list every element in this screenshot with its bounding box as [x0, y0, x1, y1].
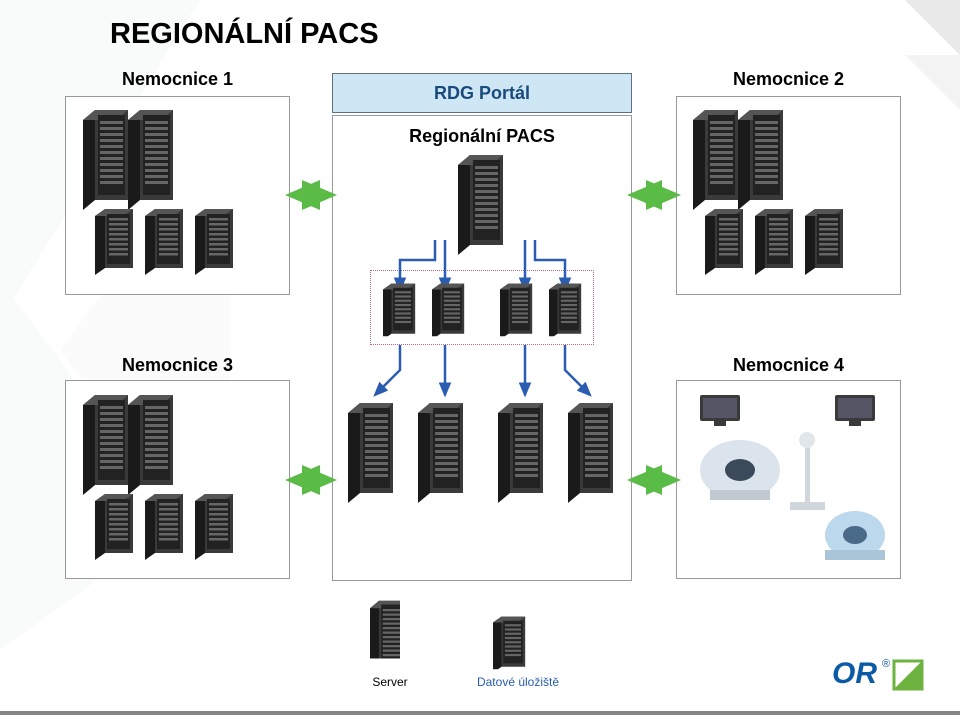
legend-server-icon — [370, 597, 400, 659]
storage-rack-icon — [805, 206, 847, 281]
server-rack-icon — [128, 390, 178, 500]
server-rack-icon — [568, 398, 618, 508]
corner-decoration-2 — [905, 55, 960, 110]
hospital-2-label: Nemocnice 2 — [676, 69, 901, 90]
storage-rack-icon — [755, 206, 797, 281]
server-rack-icon — [498, 398, 548, 508]
storage-rack-icon — [195, 491, 237, 566]
server-rack-icon — [83, 390, 133, 500]
storage-rack-icon — [549, 281, 581, 336]
hospital-4-label: Nemocnice 4 — [676, 355, 901, 376]
medical-equipment-icon — [690, 390, 890, 570]
server-rack-icon — [83, 105, 133, 215]
rdg-portal-label: RDG Portál — [434, 83, 530, 104]
server-rack-icon — [458, 150, 508, 260]
storage-rack-icon — [95, 491, 137, 566]
logo-or: OR ® — [832, 655, 924, 695]
storage-rack-icon — [705, 206, 747, 281]
legend-storage-icon — [493, 614, 525, 669]
regional-pacs-label: Regionální PACS — [332, 126, 632, 147]
storage-rack-icon — [432, 281, 464, 336]
hospital-1-label: Nemocnice 1 — [65, 69, 290, 90]
legend-storage-label: Datové úložiště — [468, 675, 568, 689]
storage-rack-icon — [145, 491, 187, 566]
server-rack-icon — [418, 398, 468, 508]
storage-rack-icon — [500, 281, 532, 336]
bottom-rule — [0, 711, 960, 715]
storage-rack-icon — [145, 206, 187, 281]
rdg-portal-box: RDG Portál — [332, 73, 632, 113]
page-title: REGIONÁLNÍ PACS — [110, 18, 379, 51]
svg-text:OR: OR — [832, 657, 877, 690]
server-rack-icon — [128, 105, 178, 215]
storage-rack-icon — [95, 206, 137, 281]
svg-text:®: ® — [882, 658, 890, 670]
legend-server-label: Server — [360, 675, 420, 689]
storage-rack-icon — [195, 206, 237, 281]
hospital-3-label: Nemocnice 3 — [65, 355, 290, 376]
server-rack-icon — [693, 105, 743, 215]
server-rack-icon — [738, 105, 788, 215]
corner-decoration — [905, 0, 960, 55]
storage-rack-icon — [383, 281, 415, 336]
server-rack-icon — [348, 398, 398, 508]
